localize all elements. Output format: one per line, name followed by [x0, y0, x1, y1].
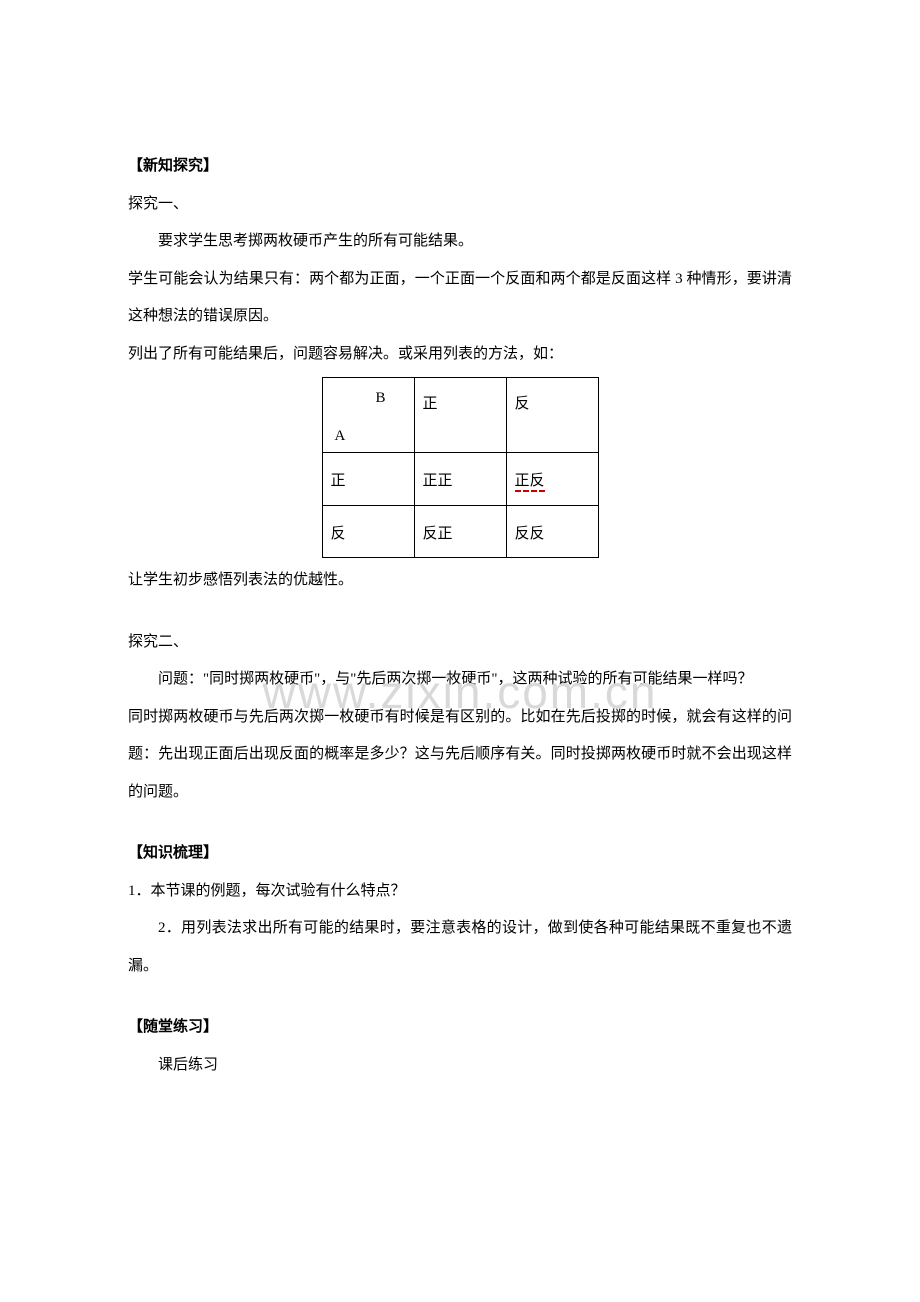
- coin-table-wrap: B A 正 反 正 正正 正反 反 反正 反反: [128, 377, 792, 558]
- cell-r2c1: 反正: [414, 505, 506, 558]
- heading-new-exploration: 【新知探究】: [128, 148, 792, 186]
- practice-p1: 课后练习: [128, 1047, 792, 1085]
- cell-r1c1: 正正: [414, 453, 506, 506]
- corner-b: B: [331, 386, 406, 410]
- summary-p1: 1．本节课的例题，每次试验有什么特点？: [128, 873, 792, 911]
- coin-outcome-table: B A 正 反 正 正正 正反 反 反正 反反: [322, 377, 599, 558]
- explore2-p2: 同时掷两枚硬币与先后两次掷一枚硬币有时候是有区别的。比如在先后投掷的时候，就会有…: [128, 699, 792, 812]
- heading-practice: 【随堂练习】: [128, 1009, 792, 1047]
- document-page: www.zixin.com.cn 【新知探究】 探究一、 要求学生思考掷两枚硬币…: [0, 0, 920, 1302]
- col-header-1: 正: [414, 378, 506, 453]
- col-header-2: 反: [506, 378, 598, 453]
- explore1-title: 探究一、: [128, 186, 792, 224]
- cell-r1c2: 正反: [506, 453, 598, 506]
- corner-a: A: [331, 424, 406, 448]
- red-underline: 正反: [515, 473, 545, 492]
- cell-r2c2: 反反: [506, 505, 598, 558]
- spacer: [128, 600, 792, 624]
- explore1-p4: 让学生初步感悟列表法的优越性。: [128, 562, 792, 600]
- row-header-1: 正: [322, 453, 414, 506]
- heading-summary: 【知识梳理】: [128, 835, 792, 873]
- explore1-p3: 列出了所有可能结果后，问题容易解决。或采用列表的方法，如：: [128, 336, 792, 374]
- table-row: 正 正正 正反: [322, 453, 598, 506]
- explore1-p1: 要求学生思考掷两枚硬币产生的所有可能结果。: [128, 223, 792, 261]
- explore2-p1: 问题："同时掷两枚硬币"，与"先后两次掷一枚硬币"，这两种试验的所有可能结果一样…: [128, 661, 792, 699]
- explore1-p2: 学生可能会认为结果只有：两个都为正面，一个正面一个反面和两个都是反面这样 3 种…: [128, 261, 792, 336]
- table-corner-cell: B A: [322, 378, 414, 453]
- row-header-2: 反: [322, 505, 414, 558]
- table-row: 反 反正 反反: [322, 505, 598, 558]
- table-row: B A 正 反: [322, 378, 598, 453]
- explore2-title: 探究二、: [128, 624, 792, 662]
- summary-p2: 2．用列表法求出所有可能的结果时，要注意表格的设计，做到使各种可能结果既不重复也…: [128, 910, 792, 985]
- spacer: [128, 811, 792, 835]
- spacer: [128, 985, 792, 1009]
